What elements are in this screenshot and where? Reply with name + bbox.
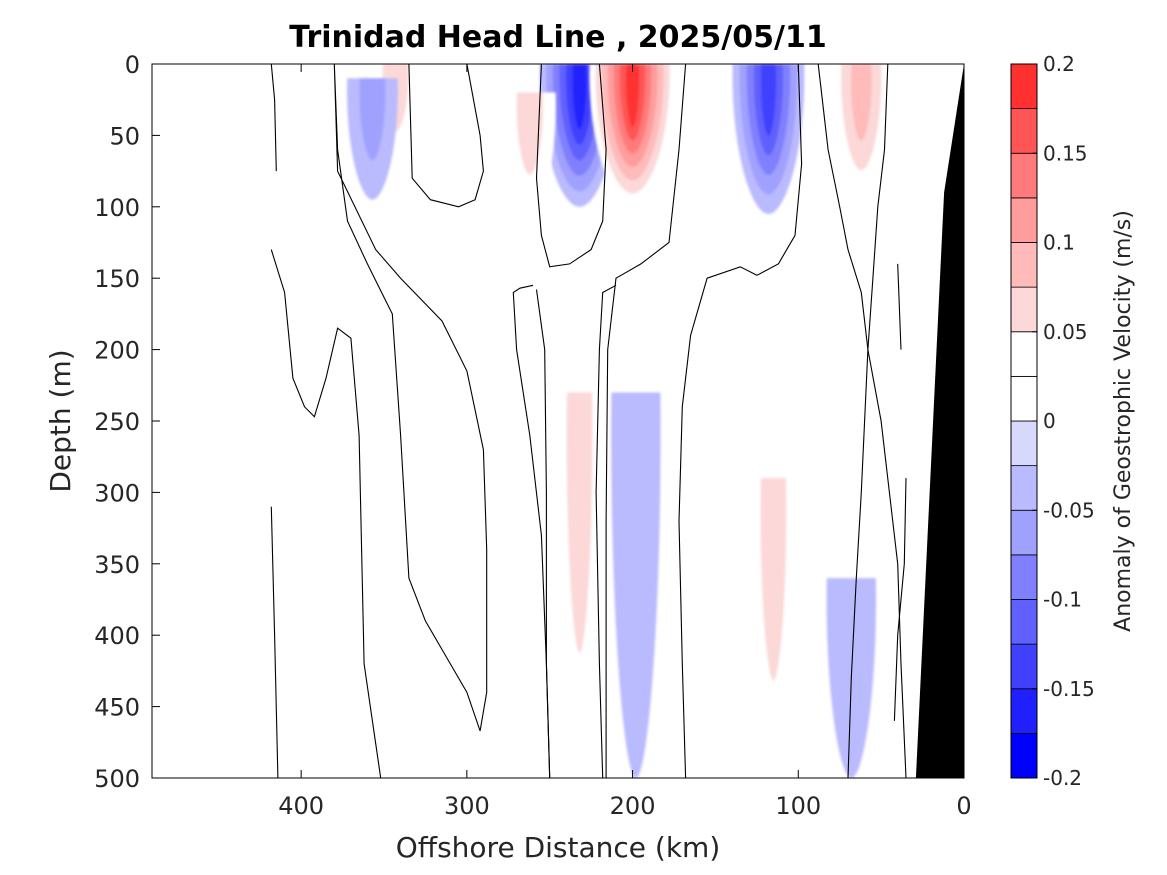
colorbar-tick-label: -0.15 <box>1043 677 1095 701</box>
colorbar-segment <box>1010 242 1038 288</box>
anomaly-level <box>760 478 787 681</box>
colorbar-segment <box>1010 420 1038 467</box>
colorbar-segment <box>1010 554 1038 600</box>
anomaly-level <box>516 92 544 175</box>
positive-anomaly <box>831 64 892 200</box>
zero-contour <box>678 64 803 778</box>
colorbar-tick-label: -0.05 <box>1043 498 1095 522</box>
zero-contour <box>605 64 687 778</box>
x-tick-label: 300 <box>444 792 490 820</box>
zero-contour <box>270 64 277 172</box>
anomaly-level <box>625 64 640 128</box>
colorbar-segment <box>1010 375 1038 422</box>
zero-contour <box>893 478 907 721</box>
colorbar-tick-label: -0.2 <box>1043 766 1082 790</box>
y-tick-label: 450 <box>94 694 140 722</box>
zero-contour <box>897 263 902 350</box>
colorbar-tick-label: 0.2 <box>1043 52 1075 76</box>
colorbar-tick-label: -0.1 <box>1043 588 1082 612</box>
colorbar-tick-label: 0.1 <box>1043 231 1075 255</box>
colorbar-tick-label: 0.15 <box>1043 141 1088 165</box>
positive-anomaly <box>554 392 605 778</box>
velocity-field <box>347 64 892 778</box>
y-tick-label: 100 <box>94 194 140 222</box>
anomaly-level <box>850 64 872 141</box>
y-tick-label: 250 <box>94 408 140 436</box>
zero-contour <box>270 249 382 778</box>
y-axis: 0 50 100 150 200 250 300 350 400 450 500 <box>94 51 964 793</box>
anomaly-level <box>566 392 593 653</box>
colorbar-segment <box>1010 509 1038 556</box>
zero-contour <box>512 284 551 778</box>
x-tick-label: 400 <box>278 792 324 820</box>
y-tick-label: 400 <box>94 622 140 650</box>
anomaly-level <box>611 392 661 778</box>
colorbar-label: Anomaly of Geostrophic Velocity (m/s) <box>1111 210 1136 632</box>
plot-area: 400 300 200 100 0 0 50 100 150 200 250 300 350 400 45… <box>94 51 971 820</box>
zero-contours <box>270 64 907 778</box>
y-tick-label: 500 <box>94 765 140 793</box>
chart-title: Trinidad Head Line , 2025/05/11 <box>289 20 826 55</box>
colorbar-segment <box>1010 688 1038 734</box>
colorbar-segment <box>1010 152 1038 199</box>
anomaly-level <box>572 64 587 130</box>
positive-anomaly <box>503 92 556 214</box>
colorbar-segment <box>1010 286 1038 333</box>
zero-contour <box>270 506 279 778</box>
zero-contour <box>595 284 617 778</box>
x-axis: 400 300 200 100 0 <box>278 64 972 820</box>
positive-anomaly <box>748 478 799 778</box>
zero-contour <box>847 64 889 778</box>
colorbar-tick-label: 0 <box>1043 409 1056 433</box>
colorbar-segment <box>1010 465 1038 511</box>
colorbar-segment <box>1010 599 1038 645</box>
positive-anomaly <box>589 64 676 207</box>
zero-contour <box>408 64 484 208</box>
colorbar-segment <box>1010 732 1038 779</box>
negative-anomaly <box>347 78 398 200</box>
y-tick-label: 200 <box>94 337 140 365</box>
x-tick-label: 0 <box>956 792 971 820</box>
anomaly-level <box>760 64 777 136</box>
negative-anomaly <box>732 64 805 214</box>
y-tick-label: 0 <box>125 51 140 79</box>
y-tick-label: 50 <box>109 122 140 150</box>
y-tick-label: 300 <box>94 479 140 507</box>
x-tick-label: 100 <box>775 792 821 820</box>
colorbar-segment <box>1010 108 1038 154</box>
colorbar-segment <box>1010 643 1038 690</box>
colorbar-segment <box>1010 63 1038 110</box>
zero-contour <box>535 64 607 268</box>
colorbar-tick-label: 0.05 <box>1043 320 1088 344</box>
zero-contour <box>333 64 488 732</box>
y-axis-label: Depth (m) <box>44 349 77 492</box>
x-tick-label: 200 <box>610 792 656 820</box>
negative-anomaly <box>611 392 661 778</box>
bathymetry <box>915 64 964 778</box>
colorbar: 0.2 0.15 0.1 0.05 0 -0.05 -0.1 -0.15 -0.2 <box>1010 52 1095 790</box>
zero-contour <box>535 289 551 778</box>
colorbar-segment <box>1010 197 1038 243</box>
colorbar-segment <box>1010 331 1038 377</box>
y-tick-label: 350 <box>94 551 140 579</box>
y-tick-label: 150 <box>94 265 140 293</box>
anomaly-level <box>359 78 386 161</box>
x-axis-label: Offshore Distance (km) <box>396 831 721 864</box>
